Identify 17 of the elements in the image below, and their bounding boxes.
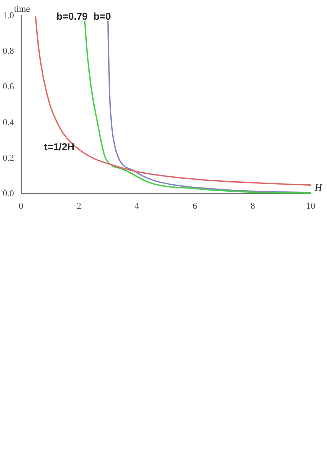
x-tick-label: 8: [250, 200, 256, 211]
y-tick-label: 0.2: [3, 152, 14, 163]
x-tick-label: 0: [19, 200, 24, 211]
y-tick-label: 0.4: [3, 117, 15, 128]
x-tick-label: 2: [76, 200, 82, 211]
series-label: b=0.79: [56, 12, 88, 24]
y-tick-label: 0.6: [3, 82, 15, 92]
annotation: t=1/2H: [44, 142, 75, 154]
x-tick-label: 6: [192, 200, 198, 211]
y-tick-label: 0.8: [3, 46, 15, 56]
x-axis-title: H: [314, 182, 323, 194]
y-tick-label: 0.0: [3, 188, 15, 199]
y-axis-title: time: [14, 4, 30, 14]
x-tick-label: 10: [306, 200, 316, 211]
x-tick-label: 4: [134, 200, 140, 211]
series-label: b=0: [94, 12, 112, 24]
y-tick-label: 1.0: [3, 10, 15, 20]
